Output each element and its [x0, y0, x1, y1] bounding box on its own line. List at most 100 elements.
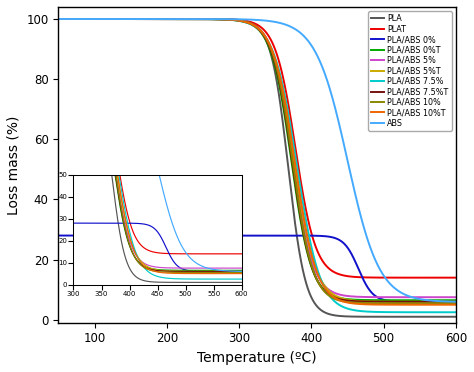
PLA/ABS 7.5%: [208, 17, 214, 21]
PLA/ABS 7.5%T: [445, 299, 451, 304]
PLA/ABS 7.5%: [453, 310, 459, 314]
PLA: [445, 315, 451, 319]
Line: ABS: ABS: [58, 19, 456, 302]
PLA/ABS 10%: [225, 17, 231, 22]
PLA/ABS 10%T: [55, 17, 61, 21]
Line: PLA/ABS 5%: PLA/ABS 5%: [58, 19, 456, 297]
PLA/ABS 10%: [208, 17, 214, 21]
PLA/ABS 0%: [453, 299, 459, 304]
PLA/ABS 0%T: [55, 17, 61, 21]
PLA/ABS 0%: [402, 299, 408, 304]
PLA/ABS 5%: [208, 17, 214, 21]
PLA/ABS 5%T: [453, 299, 459, 304]
PLA/ABS 10%T: [208, 17, 214, 21]
PLA: [453, 315, 459, 319]
PLA/ABS 5%T: [445, 299, 451, 304]
PLA/ABS 5%: [453, 295, 459, 299]
Line: PLA/ABS 7.5%: PLA/ABS 7.5%: [58, 19, 456, 312]
PLA/ABS 7.5%T: [402, 299, 408, 304]
PLA/ABS 7.5%T: [101, 17, 107, 21]
PLA/ABS 0%T: [445, 298, 451, 302]
PLA/ABS 7.5%: [445, 310, 451, 314]
PLA/ABS 5%T: [125, 17, 130, 21]
ABS: [445, 299, 451, 304]
ABS: [208, 17, 214, 21]
PLA/ABS 7.5%T: [208, 17, 214, 21]
ABS: [125, 17, 130, 21]
PLA/ABS 5%T: [402, 299, 408, 304]
PLA/ABS 0%T: [402, 298, 408, 302]
ABS: [55, 17, 61, 21]
Line: PLA/ABS 0%: PLA/ABS 0%: [58, 235, 456, 302]
PLA/ABS 5%T: [208, 17, 214, 21]
Legend: PLA, PLAT, PLA/ABS 0%, PLA/ABS 0%T, PLA/ABS 5%, PLA/ABS 5%T, PLA/ABS 7.5%, PLA/A: PLA, PLAT, PLA/ABS 0%, PLA/ABS 0%T, PLA/…: [368, 11, 452, 131]
PLA/ABS 10%: [402, 301, 408, 305]
Line: PLA/ABS 7.5%T: PLA/ABS 7.5%T: [58, 19, 456, 302]
PLA/ABS 10%T: [125, 17, 130, 21]
Line: PLA/ABS 10%: PLA/ABS 10%: [58, 19, 456, 303]
PLA/ABS 0%: [125, 233, 130, 238]
PLA/ABS 7.5%T: [125, 17, 130, 21]
PLA/ABS 0%: [101, 233, 107, 238]
PLA/ABS 10%: [445, 301, 451, 305]
PLA/ABS 5%T: [101, 17, 107, 21]
PLA/ABS 0%T: [453, 298, 459, 302]
PLAT: [225, 17, 231, 22]
PLA/ABS 10%: [101, 17, 107, 21]
PLA/ABS 10%: [453, 301, 459, 305]
Line: PLA: PLA: [58, 19, 456, 317]
PLA/ABS 7.5%: [402, 310, 408, 314]
PLAT: [402, 275, 408, 280]
PLA/ABS 7.5%: [125, 17, 130, 21]
PLAT: [101, 17, 107, 21]
PLA/ABS 10%: [55, 17, 61, 21]
PLA/ABS 5%: [101, 17, 107, 21]
PLAT: [208, 17, 214, 21]
PLA/ABS 5%: [55, 17, 61, 21]
PLAT: [445, 275, 451, 280]
PLA/ABS 5%: [225, 17, 231, 22]
PLAT: [453, 275, 459, 280]
Line: PLAT: PLAT: [58, 19, 456, 278]
PLA/ABS 7.5%: [55, 17, 61, 21]
PLA/ABS 0%: [208, 233, 214, 238]
ABS: [402, 292, 408, 297]
PLA/ABS 7.5%T: [225, 17, 231, 22]
PLA/ABS 0%T: [125, 17, 130, 21]
PLA: [101, 17, 107, 21]
PLA/ABS 10%T: [101, 17, 107, 21]
X-axis label: Temperature (ºC): Temperature (ºC): [197, 351, 317, 365]
PLA/ABS 5%T: [225, 17, 231, 22]
PLA/ABS 10%T: [453, 302, 459, 307]
PLA/ABS 0%T: [225, 17, 231, 22]
PLA: [208, 17, 214, 21]
Line: PLA/ABS 0%T: PLA/ABS 0%T: [58, 19, 456, 300]
PLA/ABS 0%T: [208, 17, 214, 21]
PLA/ABS 5%T: [55, 17, 61, 21]
ABS: [101, 17, 107, 21]
PLA/ABS 0%: [445, 299, 451, 304]
PLA/ABS 10%: [125, 17, 130, 21]
PLAT: [55, 17, 61, 21]
Line: PLA/ABS 10%T: PLA/ABS 10%T: [58, 19, 456, 305]
PLAT: [125, 17, 130, 21]
PLA/ABS 7.5%: [225, 17, 231, 22]
ABS: [453, 299, 459, 304]
PLA/ABS 10%T: [225, 17, 231, 22]
PLA/ABS 0%: [225, 233, 231, 238]
PLA/ABS 7.5%T: [55, 17, 61, 21]
PLA: [55, 17, 61, 21]
PLA/ABS 7.5%: [101, 17, 107, 21]
Y-axis label: Loss mass (%): Loss mass (%): [7, 115, 21, 215]
PLA/ABS 7.5%T: [453, 299, 459, 304]
PLA: [402, 315, 408, 319]
PLA: [225, 17, 231, 22]
PLA/ABS 10%T: [402, 302, 408, 307]
PLA/ABS 5%: [125, 17, 130, 21]
PLA/ABS 5%: [402, 295, 408, 299]
PLA/ABS 0%: [55, 233, 61, 238]
PLA: [125, 17, 130, 21]
PLA/ABS 5%: [445, 295, 451, 299]
ABS: [225, 17, 231, 21]
PLA/ABS 10%T: [445, 302, 451, 307]
